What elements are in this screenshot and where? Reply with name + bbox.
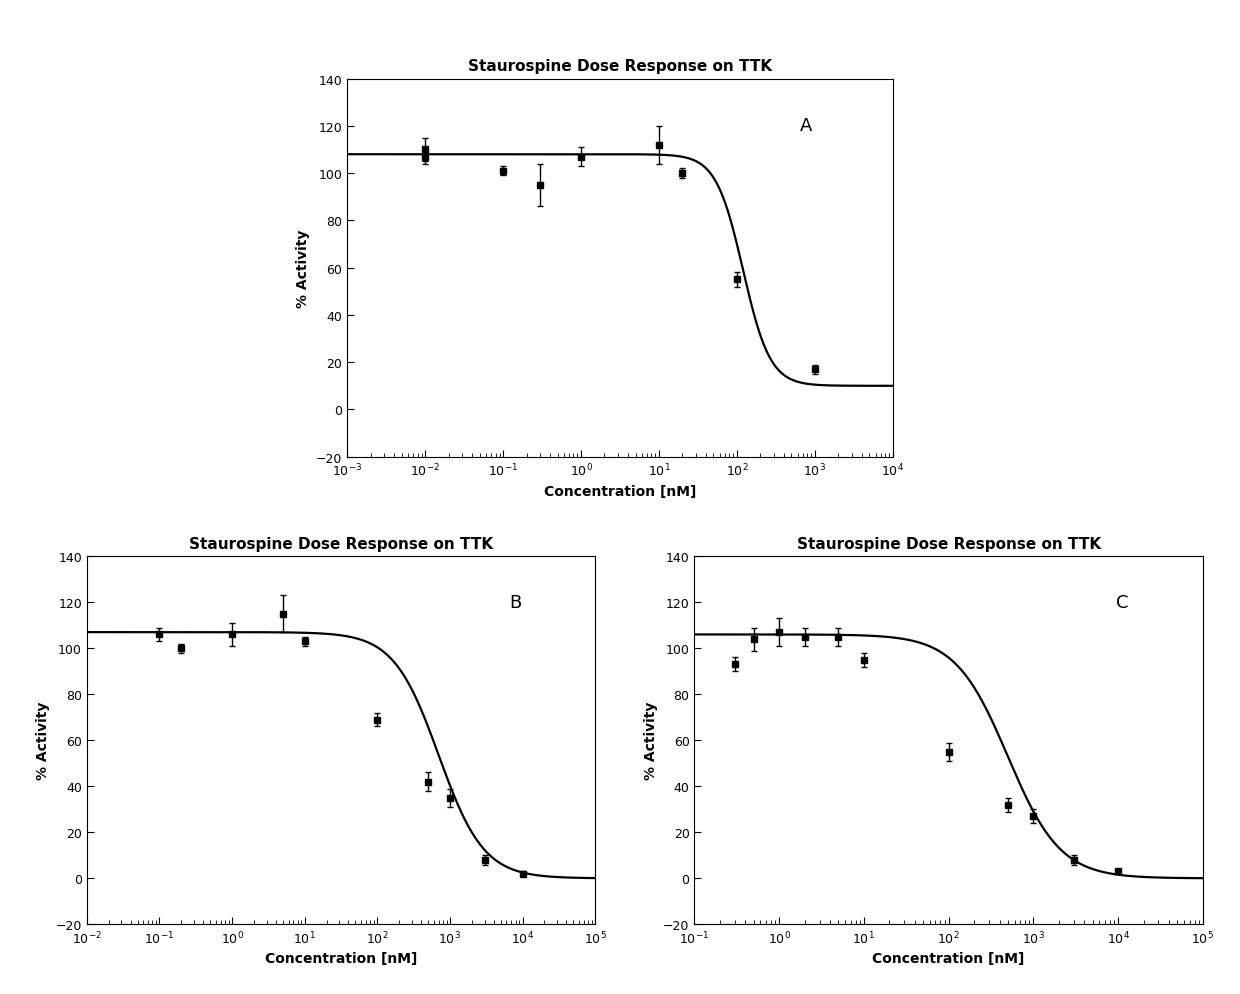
Title: Staurospine Dose Response on TTK: Staurospine Dose Response on TTK <box>467 60 773 75</box>
Text: C: C <box>1116 593 1128 611</box>
Title: Staurospine Dose Response on TTK: Staurospine Dose Response on TTK <box>188 537 494 552</box>
X-axis label: Concentration [nM]: Concentration [nM] <box>544 484 696 498</box>
Y-axis label: % Activity: % Activity <box>644 702 657 779</box>
X-axis label: Concentration [nM]: Concentration [nM] <box>265 951 417 965</box>
Text: B: B <box>508 593 521 611</box>
Title: Staurospine Dose Response on TTK: Staurospine Dose Response on TTK <box>796 537 1101 552</box>
X-axis label: Concentration [nM]: Concentration [nM] <box>873 951 1024 965</box>
Text: A: A <box>800 117 812 135</box>
Y-axis label: % Activity: % Activity <box>36 702 50 779</box>
Y-axis label: % Activity: % Activity <box>296 230 310 307</box>
